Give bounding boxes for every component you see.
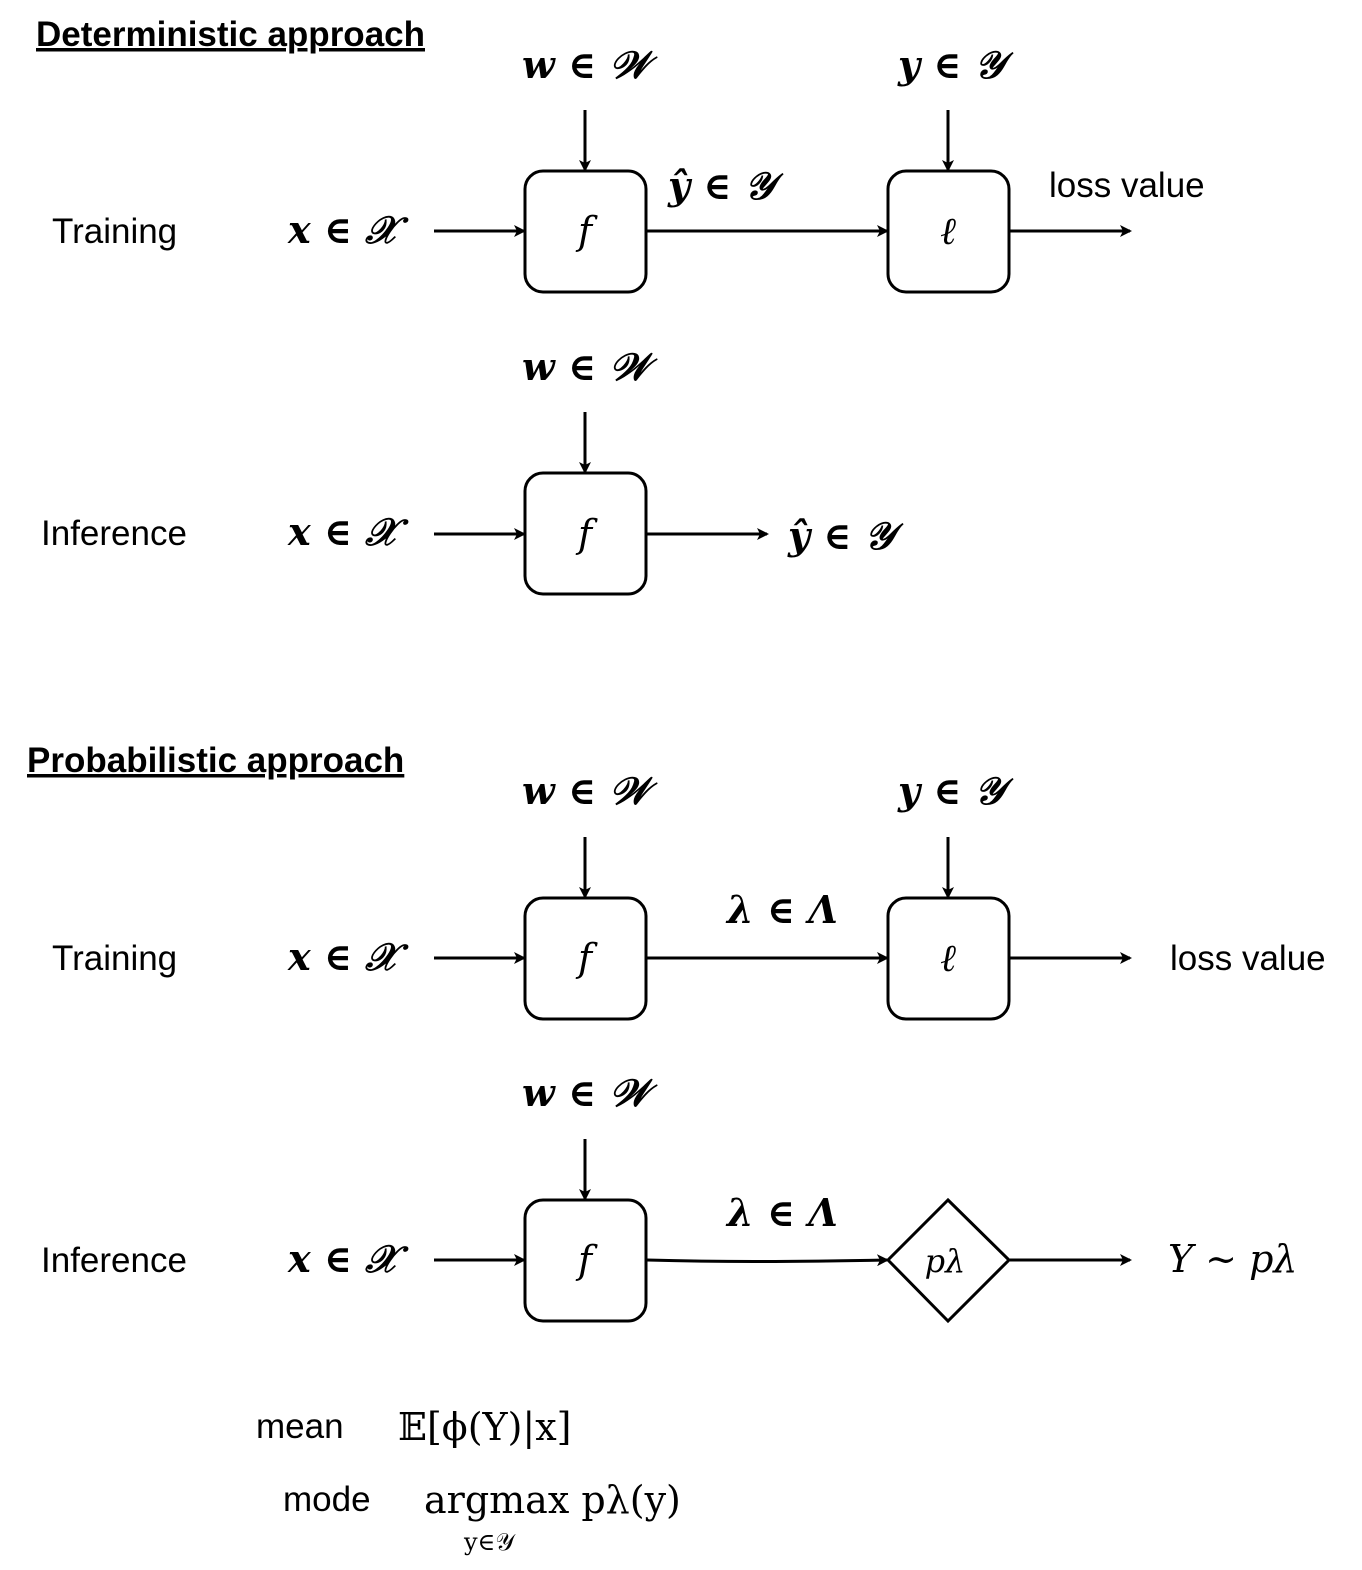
mean-label: mean (256, 1407, 344, 1446)
det-training-loss-box (886, 169, 1011, 294)
mean-formula: 𝔼[ϕ(Y)|x] (398, 1405, 572, 1449)
det-training-output-label: loss value (1049, 166, 1205, 205)
det-training-prediction-label: ŷ ∈ 𝒴 (667, 163, 784, 208)
prob-training-weights-label: w ∈ 𝒲 (522, 768, 658, 813)
prob-training-loss-box (886, 896, 1011, 1021)
deterministic-title: Deterministic approach (36, 15, 425, 54)
prob-training-target-label: y ∈ 𝒴 (897, 768, 1014, 813)
mode-subscript: y∈𝒴 (463, 1528, 516, 1556)
prob-training-params-label: λ ∈ Λ (725, 887, 838, 932)
prob-inference-distribution-symbol: pλ (925, 1242, 966, 1280)
prob-training-loss-symbol: ℓ (940, 936, 956, 980)
probabilistic-title: Probabilistic approach (27, 741, 404, 780)
det-training-weights-label: w ∈ 𝒲 (522, 42, 658, 87)
prob-inference-distribution-diamond (885, 1197, 1012, 1324)
prob-training-input-label: x ∈ 𝒳 (287, 934, 409, 979)
prob-inference-params-arrow (646, 1254, 889, 1267)
prob-inference-row-label: Inference (41, 1241, 187, 1280)
det-inference-input-label: x ∈ 𝒳 (287, 509, 409, 554)
det-training-model-box (523, 169, 648, 294)
det-training-loss-symbol: ℓ (940, 209, 956, 253)
det-training-target-label: y ∈ 𝒴 (897, 42, 1014, 87)
prob-inference-model-box (523, 1198, 648, 1323)
det-inference-output-label: ŷ ∈ 𝒴 (787, 513, 904, 558)
det-training-input-label: x ∈ 𝒳 (287, 207, 409, 252)
prob-training-model-box (523, 896, 648, 1021)
prob-training-row-label: Training (52, 939, 177, 978)
prob-inference-input-label: x ∈ 𝒳 (287, 1236, 409, 1281)
det-training-row-label: Training (52, 212, 177, 251)
det-inference-weights-label: w ∈ 𝒲 (522, 344, 658, 389)
mode-label: mode (283, 1480, 371, 1519)
mode-formula: argmax pλ(y) (424, 1478, 681, 1522)
prob-training-output-label: loss value (1170, 939, 1326, 978)
prob-inference-weights-label: w ∈ 𝒲 (522, 1070, 658, 1115)
det-inference-row-label: Inference (41, 514, 187, 553)
det-inference-model-box (523, 471, 648, 596)
prob-inference-params-label: λ ∈ Λ (725, 1190, 838, 1235)
prob-inference-output-label: Y ∼ pλ (1168, 1237, 1298, 1281)
